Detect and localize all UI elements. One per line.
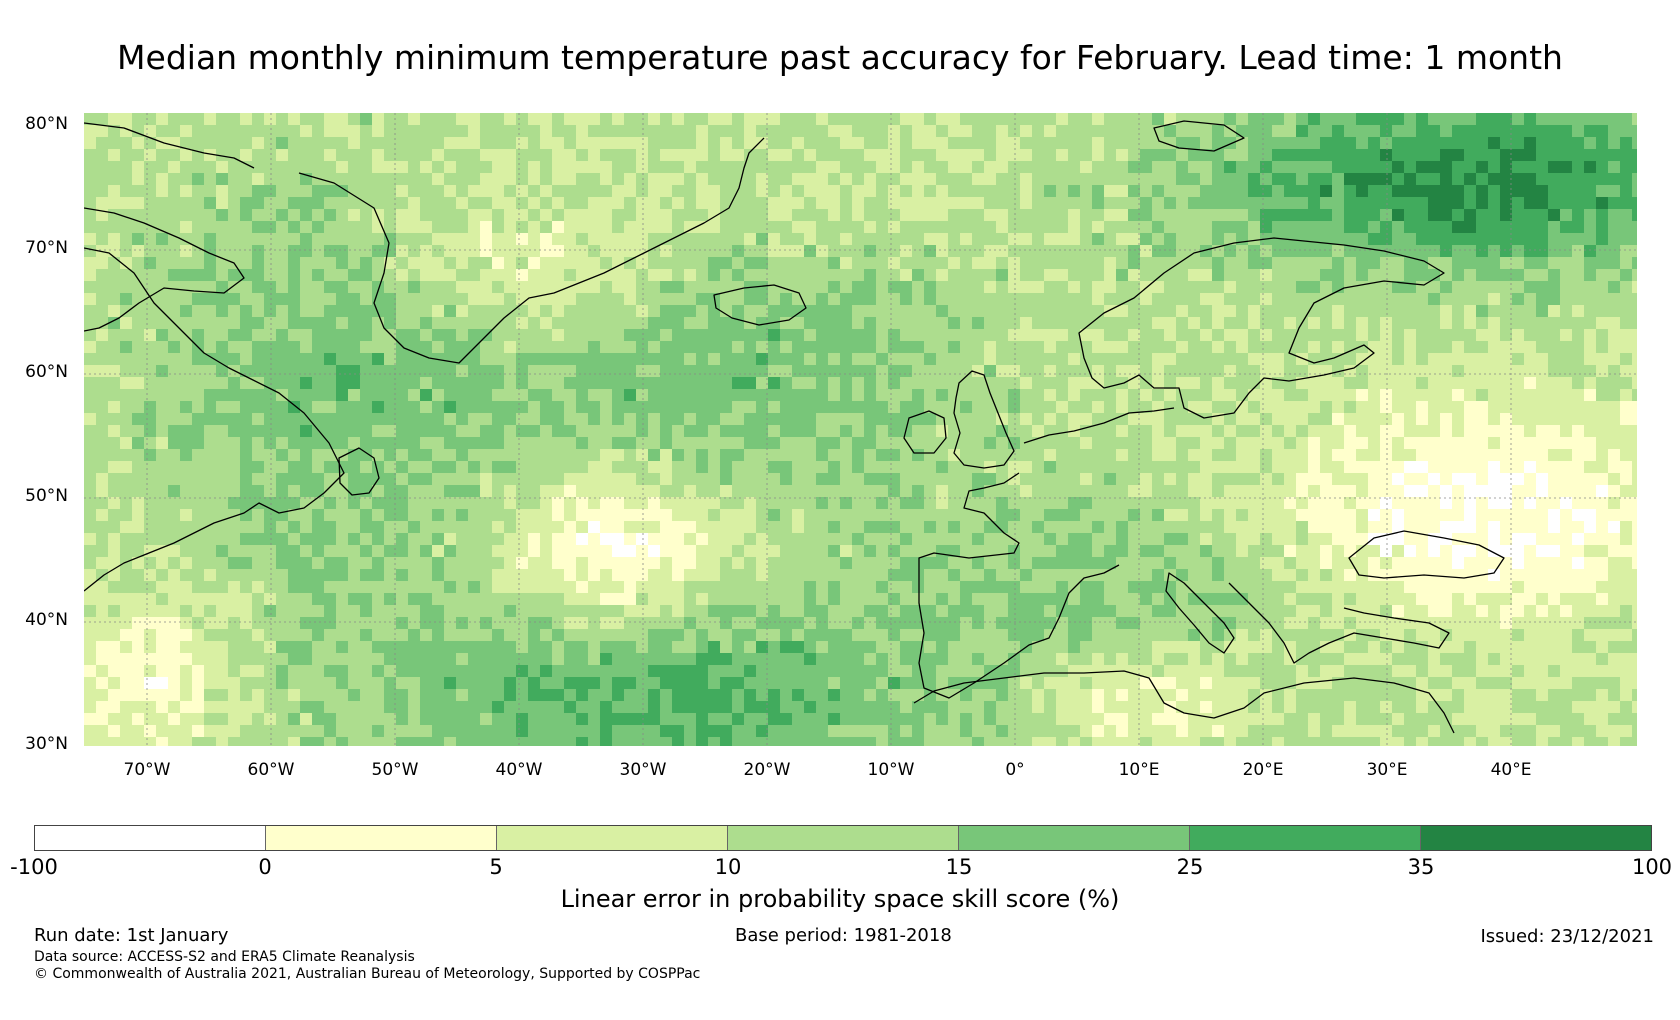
colorbar [34, 825, 1652, 851]
run-date: Run date: 1st January [34, 925, 229, 946]
colorbar-tick-neg100: -100 [10, 855, 58, 879]
colorbar-tick-10: 10 [714, 855, 742, 879]
lon-label-40e: 40°E [1490, 760, 1532, 780]
lon-label-10w: 10°W [867, 760, 915, 780]
balkans-coastline [1228, 582, 1450, 664]
lat-label-70n: 70°N [25, 238, 68, 258]
black-sea-coastline [1348, 530, 1505, 579]
great-britain-coastline [953, 370, 1015, 469]
greenland-coastline [298, 137, 765, 364]
lat-label-50n: 50°N [25, 486, 68, 506]
lon-label-10e: 10°E [1118, 760, 1160, 780]
italy-coastline [1165, 572, 1235, 654]
ellesmere-coastline [84, 122, 255, 169]
europe-coastline [918, 407, 1175, 699]
gridlines [84, 113, 1637, 746]
lon-label-20w: 20°W [743, 760, 791, 780]
svalbard-coastline [1153, 120, 1245, 152]
lon-label-70w: 70°W [123, 760, 171, 780]
lon-label-50w: 50°W [371, 760, 419, 780]
lon-label-20e: 20°E [1242, 760, 1284, 780]
lon-label-30e: 30°E [1366, 760, 1408, 780]
colorbar-segment [959, 826, 1190, 850]
north-africa-coastline [913, 670, 1455, 734]
lon-label-30w: 30°W [619, 760, 667, 780]
lon-label-0: 0° [1005, 760, 1025, 780]
data-source: Data source: ACCESS-S2 and ERA5 Climate … [34, 949, 415, 965]
colorbar-label: Linear error in probability space skill … [560, 885, 1120, 913]
colorbar-segment [1190, 826, 1421, 850]
iceland-coastline [713, 284, 807, 326]
colorbar-segment [1421, 826, 1651, 850]
north-america-coastline [84, 247, 345, 592]
lat-label-30n: 30°N [25, 734, 68, 754]
colorbar-tick-35: 35 [1407, 855, 1435, 879]
base-period: Base period: 1981-2018 [735, 925, 952, 946]
colorbar-segment [266, 826, 497, 850]
chart-title: Median monthly minimum temperature past … [117, 38, 1563, 77]
lon-label-60w: 60°W [247, 760, 295, 780]
lat-label-80n: 80°N [25, 114, 68, 134]
colorbar-tick-0: 0 [258, 855, 272, 879]
newfoundland-coastline [338, 447, 380, 496]
colorbar-tick-100: 100 [1631, 855, 1673, 879]
lat-label-60n: 60°N [25, 362, 68, 382]
colorbar-segment [728, 826, 959, 850]
lon-label-40w: 40°W [495, 760, 543, 780]
skill-score-grid [84, 113, 1637, 746]
colorbar-tick-15: 15 [945, 855, 973, 879]
issued-date: Issued: 23/12/2021 [1480, 926, 1654, 947]
colorbar-segment [35, 826, 266, 850]
copyright: © Commonwealth of Australia 2021, Austra… [34, 966, 701, 982]
colorbar-tick-25: 25 [1176, 855, 1204, 879]
ireland-coastline [903, 410, 947, 454]
map-canvas [84, 113, 1637, 746]
colorbar-segment [497, 826, 728, 850]
skill-score-map [84, 113, 1637, 746]
scandinavia-coastline [1078, 237, 1445, 419]
colorbar-tick-5: 5 [489, 855, 503, 879]
coastlines [84, 120, 1505, 734]
lat-label-40n: 40°N [25, 610, 68, 630]
baffin-coastline [84, 207, 245, 332]
